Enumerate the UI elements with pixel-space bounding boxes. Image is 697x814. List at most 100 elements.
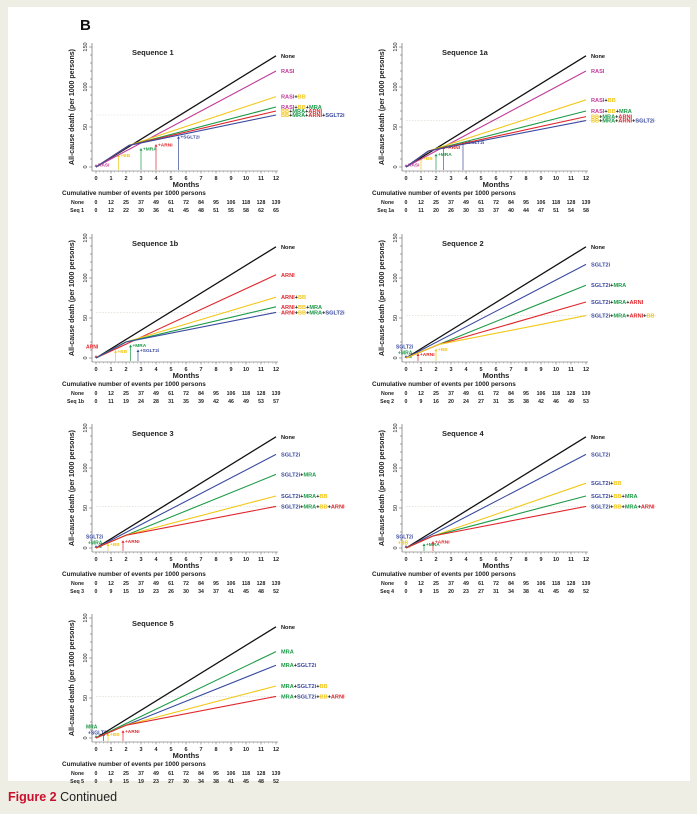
x-tick-label: 12 — [583, 367, 589, 373]
y-axis-label: All-cause death (per 1000 persons) — [69, 430, 76, 546]
table-cell: 37 — [448, 581, 454, 587]
table-cell: 15 — [123, 779, 129, 785]
label-part: None — [281, 245, 295, 251]
x-tick-label: 9 — [229, 367, 232, 373]
table-cell: 139 — [272, 391, 281, 397]
table-cell: 41 — [538, 589, 544, 595]
table-cell: 49 — [153, 391, 159, 397]
x-tick-label: 11 — [258, 367, 264, 373]
table-cell: 139 — [582, 200, 591, 206]
label-part: SGLT2i — [297, 694, 317, 700]
x-tick-label: 11 — [258, 747, 264, 753]
x-tick-label: 9 — [539, 367, 542, 373]
label-part: + — [306, 305, 310, 311]
chart-svg: Sequence 1a All-cause death (per 1000 per… — [372, 42, 656, 214]
label-part: SGLT2i — [591, 494, 611, 500]
x-tick-label: 7 — [509, 367, 512, 373]
y-tick-label: 0 — [393, 546, 399, 549]
table-cell: 37 — [138, 200, 144, 206]
table-cell: 84 — [198, 200, 204, 206]
x-tick-label: 10 — [553, 367, 559, 373]
label-part: + — [300, 472, 304, 478]
label-part: + — [610, 300, 614, 306]
label-part: + — [300, 494, 304, 500]
table-cell: 95 — [523, 581, 529, 587]
x-tick-label: 11 — [568, 557, 574, 563]
label-part: None — [281, 435, 295, 441]
x-tick-label: 7 — [199, 747, 202, 753]
y-tick-label: 50 — [83, 124, 89, 130]
label-part: + — [316, 494, 320, 500]
label-part: + — [610, 283, 614, 289]
table-cell: 72 — [183, 200, 189, 206]
label-part: None — [591, 245, 605, 251]
series-line — [95, 453, 277, 549]
table-cell: 139 — [272, 771, 281, 777]
table-cell: 37 — [138, 391, 144, 397]
table-cell: 0 — [405, 200, 408, 206]
y-axis-label: All-cause death (per 1000 persons) — [69, 240, 76, 356]
y-tick-label: 0 — [83, 546, 89, 549]
label-part: BB — [319, 684, 327, 690]
label-part: + — [632, 119, 636, 125]
label-part: SGLT2i — [325, 113, 345, 119]
table-cell: 52 — [273, 589, 279, 595]
chart-title: Sequence 3 — [132, 429, 174, 438]
label-part: SGLT2i — [281, 472, 301, 478]
x-tick-label: 11 — [258, 557, 264, 563]
x-tick-label: 6 — [184, 747, 187, 753]
label-part: RASI — [281, 105, 295, 111]
table-cell: 11 — [418, 208, 424, 214]
table-cell: 9 — [110, 779, 113, 785]
table-cell: 84 — [508, 581, 514, 587]
chart-title: Sequence 4 — [442, 429, 485, 438]
table-cell: 15 — [433, 589, 439, 595]
x-tick-label: 9 — [539, 557, 542, 563]
label-part: SGLT2i — [297, 684, 317, 690]
series-line — [405, 301, 587, 359]
series-label: BB+MRA+ARNI — [591, 115, 633, 121]
y-tick-label: 0 — [393, 356, 399, 359]
table-cell: 49 — [153, 200, 159, 206]
chart-sequence-4: Sequence 4 All-cause death (per 1000 pers… — [370, 416, 697, 601]
x-tick-label: 4 — [154, 176, 158, 182]
series-label: SGLT2i — [281, 452, 301, 458]
x-axis-label: Months — [483, 371, 510, 380]
x-tick-label: 5 — [169, 557, 172, 563]
start-label: +MRA — [88, 540, 103, 546]
table-cell: 28 — [153, 399, 159, 405]
table-cell: 51 — [213, 208, 219, 214]
table-cell: 0 — [405, 391, 408, 397]
chart-sequence-1b: Sequence 1b All-cause death (per 1000 per… — [60, 226, 390, 411]
x-tick-label: 4 — [154, 367, 158, 373]
label-part: + — [294, 684, 298, 690]
table-cell: 23 — [463, 589, 469, 595]
figure-caption: Figure 2 Continued — [8, 790, 117, 804]
y-tick-label: 50 — [83, 695, 89, 701]
table-cell: 61 — [168, 200, 174, 206]
series-line — [95, 55, 277, 168]
chart-sequence-5: Sequence 5 All-cause death (per 1000 pers… — [60, 606, 390, 791]
table-cell: 38 — [523, 399, 529, 405]
table-header: Cumulative number of events per 1000 per… — [372, 381, 516, 388]
table-cell: 139 — [272, 581, 281, 587]
label-part: + — [316, 504, 320, 510]
table-cell: 38 — [213, 779, 219, 785]
series-line — [95, 695, 277, 739]
label-part: SGLT2i — [591, 283, 611, 289]
label-part: MRA — [602, 119, 615, 125]
table-row-label: Seq 3 — [70, 589, 84, 595]
table-cell: 84 — [508, 391, 514, 397]
chart-svg: Sequence 4 All-cause death (per 1000 pers… — [372, 423, 656, 595]
series-label: SGLT2i — [591, 452, 611, 458]
table-row-label: None — [381, 391, 394, 397]
table-cell: 52 — [273, 779, 279, 785]
label-part: + — [638, 504, 642, 510]
table-cell: 25 — [433, 200, 439, 206]
series-label: SGLT2i+MRA — [281, 472, 316, 478]
x-tick-label: 3 — [139, 367, 142, 373]
series-label: SGLT2i+MRA+ARNI — [591, 300, 644, 306]
x-tick-label: 7 — [199, 367, 202, 373]
table-cell: 118 — [242, 581, 250, 587]
table-header: Cumulative number of events per 1000 per… — [62, 381, 206, 388]
